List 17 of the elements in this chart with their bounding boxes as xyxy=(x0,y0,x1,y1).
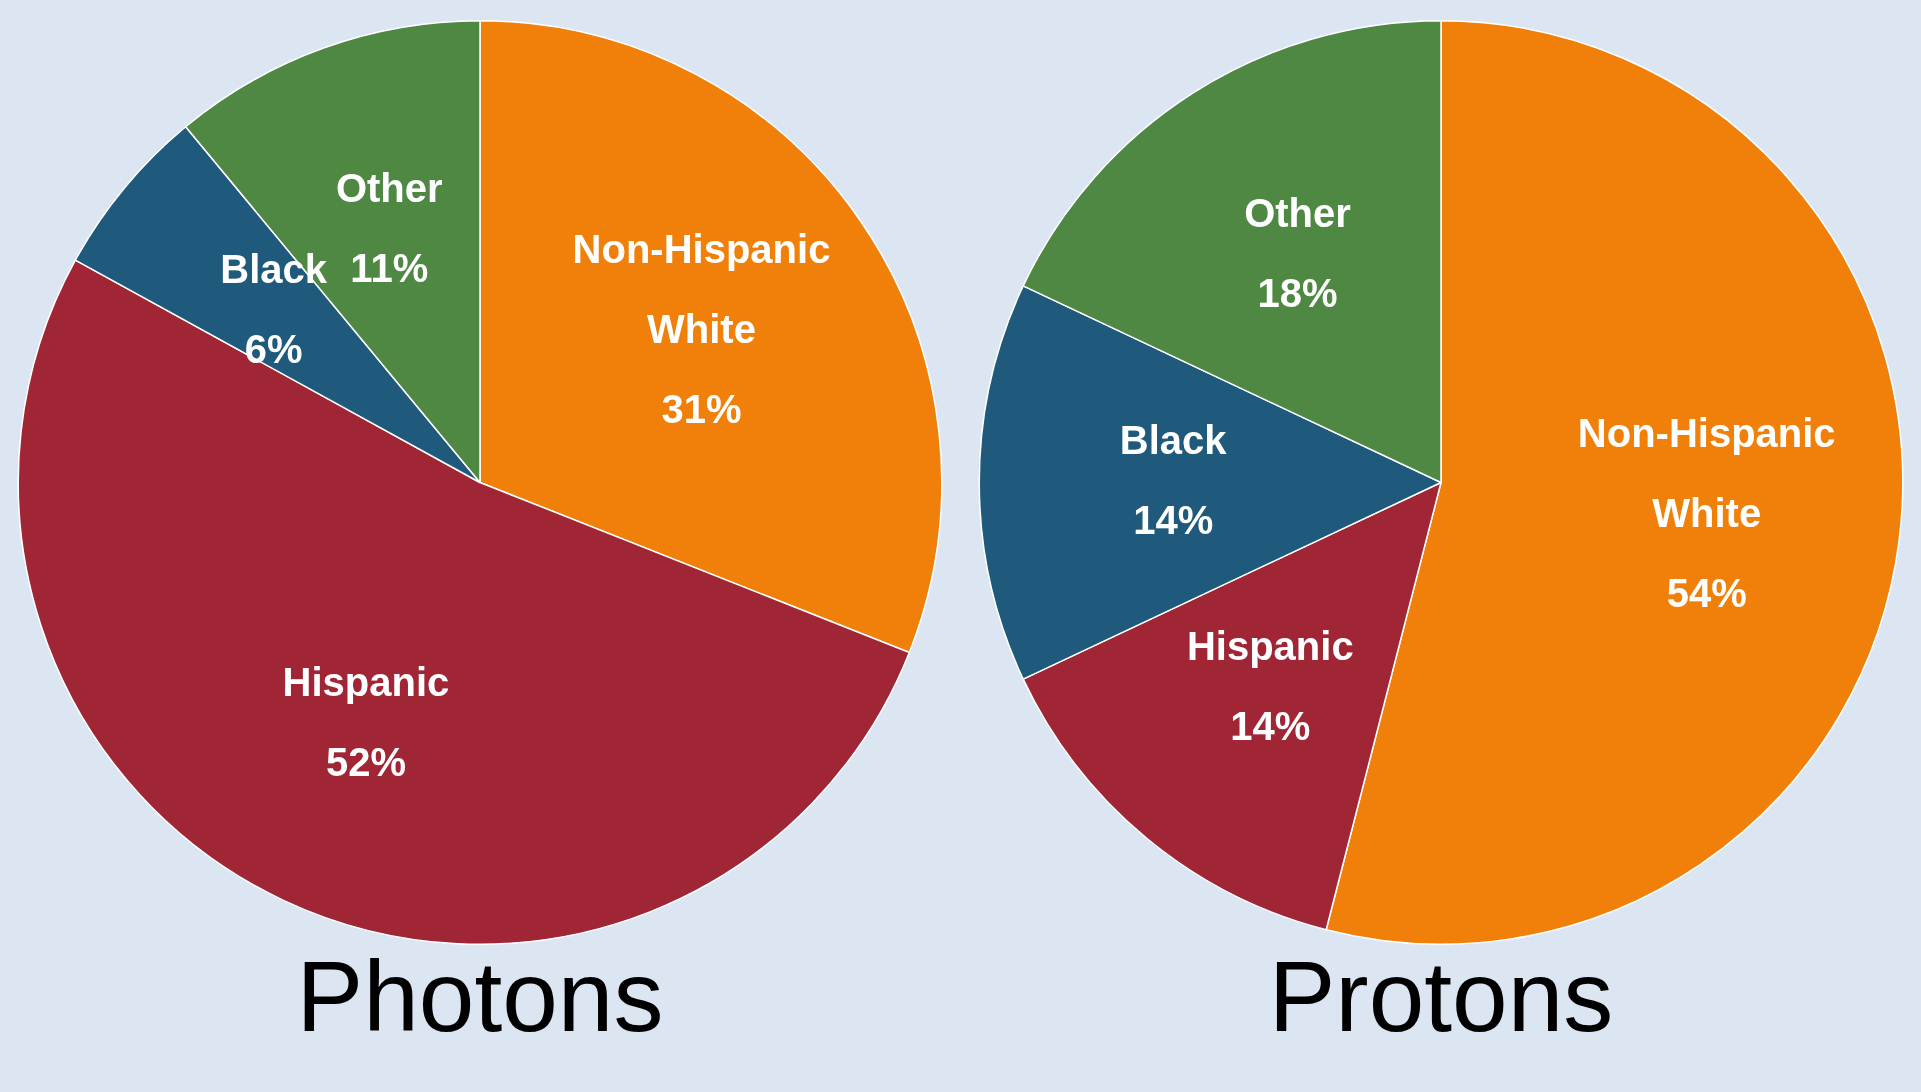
slice-label: Hispanic xyxy=(282,659,450,704)
slice-label: Other xyxy=(335,165,443,210)
slice-label: Non-Hispanic White xyxy=(1577,411,1836,536)
data-label: 52% xyxy=(325,739,406,784)
text: Photons xyxy=(296,940,664,1052)
slice-label: Non-Hispanic White xyxy=(572,227,831,351)
data-label: 11% xyxy=(350,245,429,290)
data-label: 14% xyxy=(1133,497,1214,542)
slice-label: Hispanic xyxy=(1186,623,1354,668)
slice-label: Black xyxy=(1119,417,1228,462)
text: Protons xyxy=(1268,940,1614,1052)
data-label: 6% xyxy=(244,326,303,371)
data-label: 31% xyxy=(661,387,742,431)
data-label: 54% xyxy=(1666,571,1747,616)
data-label: 14% xyxy=(1230,703,1311,748)
data-label: 18% xyxy=(1257,271,1338,316)
slice-label: Other xyxy=(1244,191,1351,236)
